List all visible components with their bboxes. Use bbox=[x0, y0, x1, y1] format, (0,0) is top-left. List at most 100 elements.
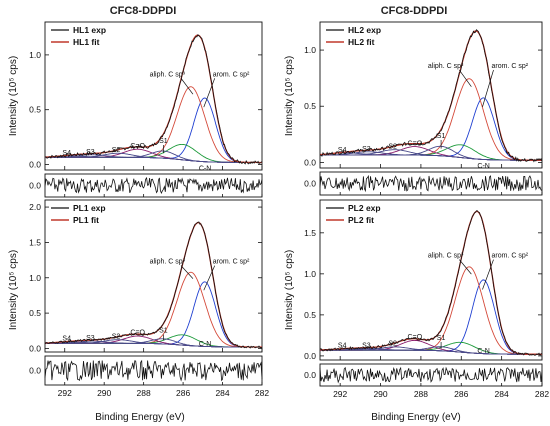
plot-frame bbox=[44, 199, 263, 353]
x-tick-label: 292 bbox=[58, 388, 72, 398]
chart-panel-1: 0.0 0.5 1.0 0.0 Intensity (10⁵ cps) HL1 exp HL… bbox=[8, 21, 263, 198]
y-tick-label: 1.0 bbox=[304, 45, 316, 55]
aliph-component bbox=[320, 78, 542, 161]
residual-tick-label: 0.0 bbox=[29, 181, 41, 191]
annotation-co: C=O bbox=[130, 143, 145, 150]
annotation-co: C=O bbox=[408, 334, 423, 341]
annotation-s2: S2 bbox=[112, 333, 121, 340]
annotation-aliph: aliph. C sp³ bbox=[150, 259, 186, 266]
annotation-s1: S1 bbox=[437, 335, 446, 342]
annotation-s1: S1 bbox=[437, 133, 446, 140]
x-tick-label: 290 bbox=[373, 389, 387, 399]
residual-frame bbox=[44, 355, 263, 386]
chart-panel-4: 0.0 0.5 1.0 1.5 0.0 292 290 288 286 284 282 Intensi… bbox=[284, 199, 549, 399]
annotation-s3: S3 bbox=[86, 335, 95, 342]
legend-label-exp: HL1 exp bbox=[73, 25, 106, 35]
annotation-s4: S4 bbox=[338, 147, 347, 154]
exp-line bbox=[44, 221, 263, 349]
y-tick-label: 1.5 bbox=[29, 237, 41, 247]
y-tick-label: 0.5 bbox=[29, 105, 41, 115]
aliph-component bbox=[320, 266, 542, 355]
exp-line bbox=[319, 29, 543, 163]
annotation-arrow bbox=[203, 265, 216, 291]
x-tick-label: 288 bbox=[137, 388, 151, 398]
annotation-s3: S3 bbox=[362, 146, 371, 153]
chart-panel-2: 0.0 0.5 1.0 0.0 Intensity (10⁵ cps) HL2 exp HL… bbox=[284, 21, 543, 196]
y-tick-label: 1.5 bbox=[304, 228, 316, 238]
annotation-arrow bbox=[459, 259, 472, 275]
annotation-arom: arom. C sp² bbox=[492, 253, 529, 260]
aliph-component bbox=[45, 271, 262, 348]
x-tick-label: 290 bbox=[97, 388, 111, 398]
chart-panel-3: 0.0 0.5 1.0 1.5 2.0 0.0 292 290 288 286 284 282 Inte… bbox=[8, 199, 269, 398]
x-tick-label: 284 bbox=[495, 389, 509, 399]
annotation-s3: S3 bbox=[86, 149, 95, 156]
x-tick-label: 284 bbox=[215, 388, 229, 398]
s4-component bbox=[44, 341, 262, 348]
legend-label-fit: HL1 fit bbox=[73, 37, 100, 47]
right-column-title: CFC8-DDPDI bbox=[381, 5, 448, 17]
legend-label-fit: PL2 fit bbox=[348, 215, 374, 225]
residual-tick-label: 0.0 bbox=[304, 370, 316, 380]
annotation-s4: S4 bbox=[62, 150, 71, 157]
legend-label-exp: HL2 exp bbox=[348, 25, 381, 35]
annotation-arrow bbox=[482, 259, 494, 290]
annotation-co: C=O bbox=[130, 330, 145, 337]
legend-label-exp: PL2 exp bbox=[348, 203, 381, 213]
s4-component bbox=[320, 348, 542, 355]
y-axis-label: Intensity (10⁵ cps) bbox=[8, 56, 19, 136]
residual-line bbox=[44, 359, 263, 382]
legend-label-fit: HL2 fit bbox=[348, 37, 375, 47]
x-tick-label: 286 bbox=[176, 388, 190, 398]
annotation-s3: S3 bbox=[362, 342, 371, 349]
annotation-s4: S4 bbox=[62, 336, 71, 343]
y-tick-label: 0.5 bbox=[304, 101, 316, 111]
annotation-arom: arom. C sp² bbox=[213, 71, 250, 78]
y-tick-label: 1.0 bbox=[29, 50, 41, 60]
exp-line bbox=[319, 210, 543, 356]
legend-label-fit: PL1 fit bbox=[73, 215, 99, 225]
x-axis-label-left: Binding Energy (eV) bbox=[95, 412, 185, 423]
fit-line bbox=[45, 34, 262, 164]
arom-component bbox=[45, 281, 262, 348]
x-tick-label: 288 bbox=[414, 389, 428, 399]
annotation-aliph: aliph. C sp³ bbox=[150, 71, 186, 78]
annotation-arrow bbox=[459, 69, 472, 87]
y-tick-label: 0.0 bbox=[304, 351, 316, 361]
y-axis-label: Intensity (10⁵ cps) bbox=[284, 56, 295, 136]
x-tick-label: 286 bbox=[454, 389, 468, 399]
annotation-s2: S2 bbox=[388, 341, 397, 348]
residual-tick-label: 0.0 bbox=[304, 179, 316, 189]
x-tick-label: 282 bbox=[535, 389, 549, 399]
residual-line bbox=[319, 366, 543, 384]
aliph-component bbox=[45, 86, 262, 163]
annotation-s2: S2 bbox=[388, 144, 397, 151]
y-tick-label: 1.0 bbox=[29, 273, 41, 283]
y-tick-label: 0.0 bbox=[29, 160, 41, 170]
fit-line bbox=[320, 210, 542, 355]
annotation-arrow bbox=[180, 78, 194, 95]
y-tick-label: 0.5 bbox=[29, 308, 41, 318]
annotation-cn: C-N bbox=[477, 348, 489, 355]
plot-frame bbox=[44, 21, 263, 171]
annotation-cn: C-N bbox=[477, 163, 489, 170]
x-tick-label: 282 bbox=[255, 388, 269, 398]
residual-frame bbox=[319, 363, 543, 387]
annotation-cn: C-N bbox=[199, 165, 211, 172]
residual-line bbox=[44, 176, 263, 194]
annotation-arrow bbox=[180, 265, 194, 279]
annotation-s1: S1 bbox=[159, 328, 168, 335]
x-tick-label: 292 bbox=[333, 389, 347, 399]
annotation-s1: S1 bbox=[159, 138, 168, 145]
annotation-arrow bbox=[482, 69, 494, 107]
annotation-co: C=O bbox=[408, 141, 423, 148]
legend-label-exp: PL1 exp bbox=[73, 203, 106, 213]
s4-component bbox=[44, 155, 262, 163]
plot-frame bbox=[319, 21, 543, 169]
annotation-s2: S2 bbox=[112, 147, 121, 154]
exp-line bbox=[44, 34, 263, 165]
fit-line bbox=[44, 221, 262, 348]
y-tick-label: 1.0 bbox=[304, 269, 316, 279]
annotation-aliph: aliph. C sp³ bbox=[428, 253, 464, 260]
